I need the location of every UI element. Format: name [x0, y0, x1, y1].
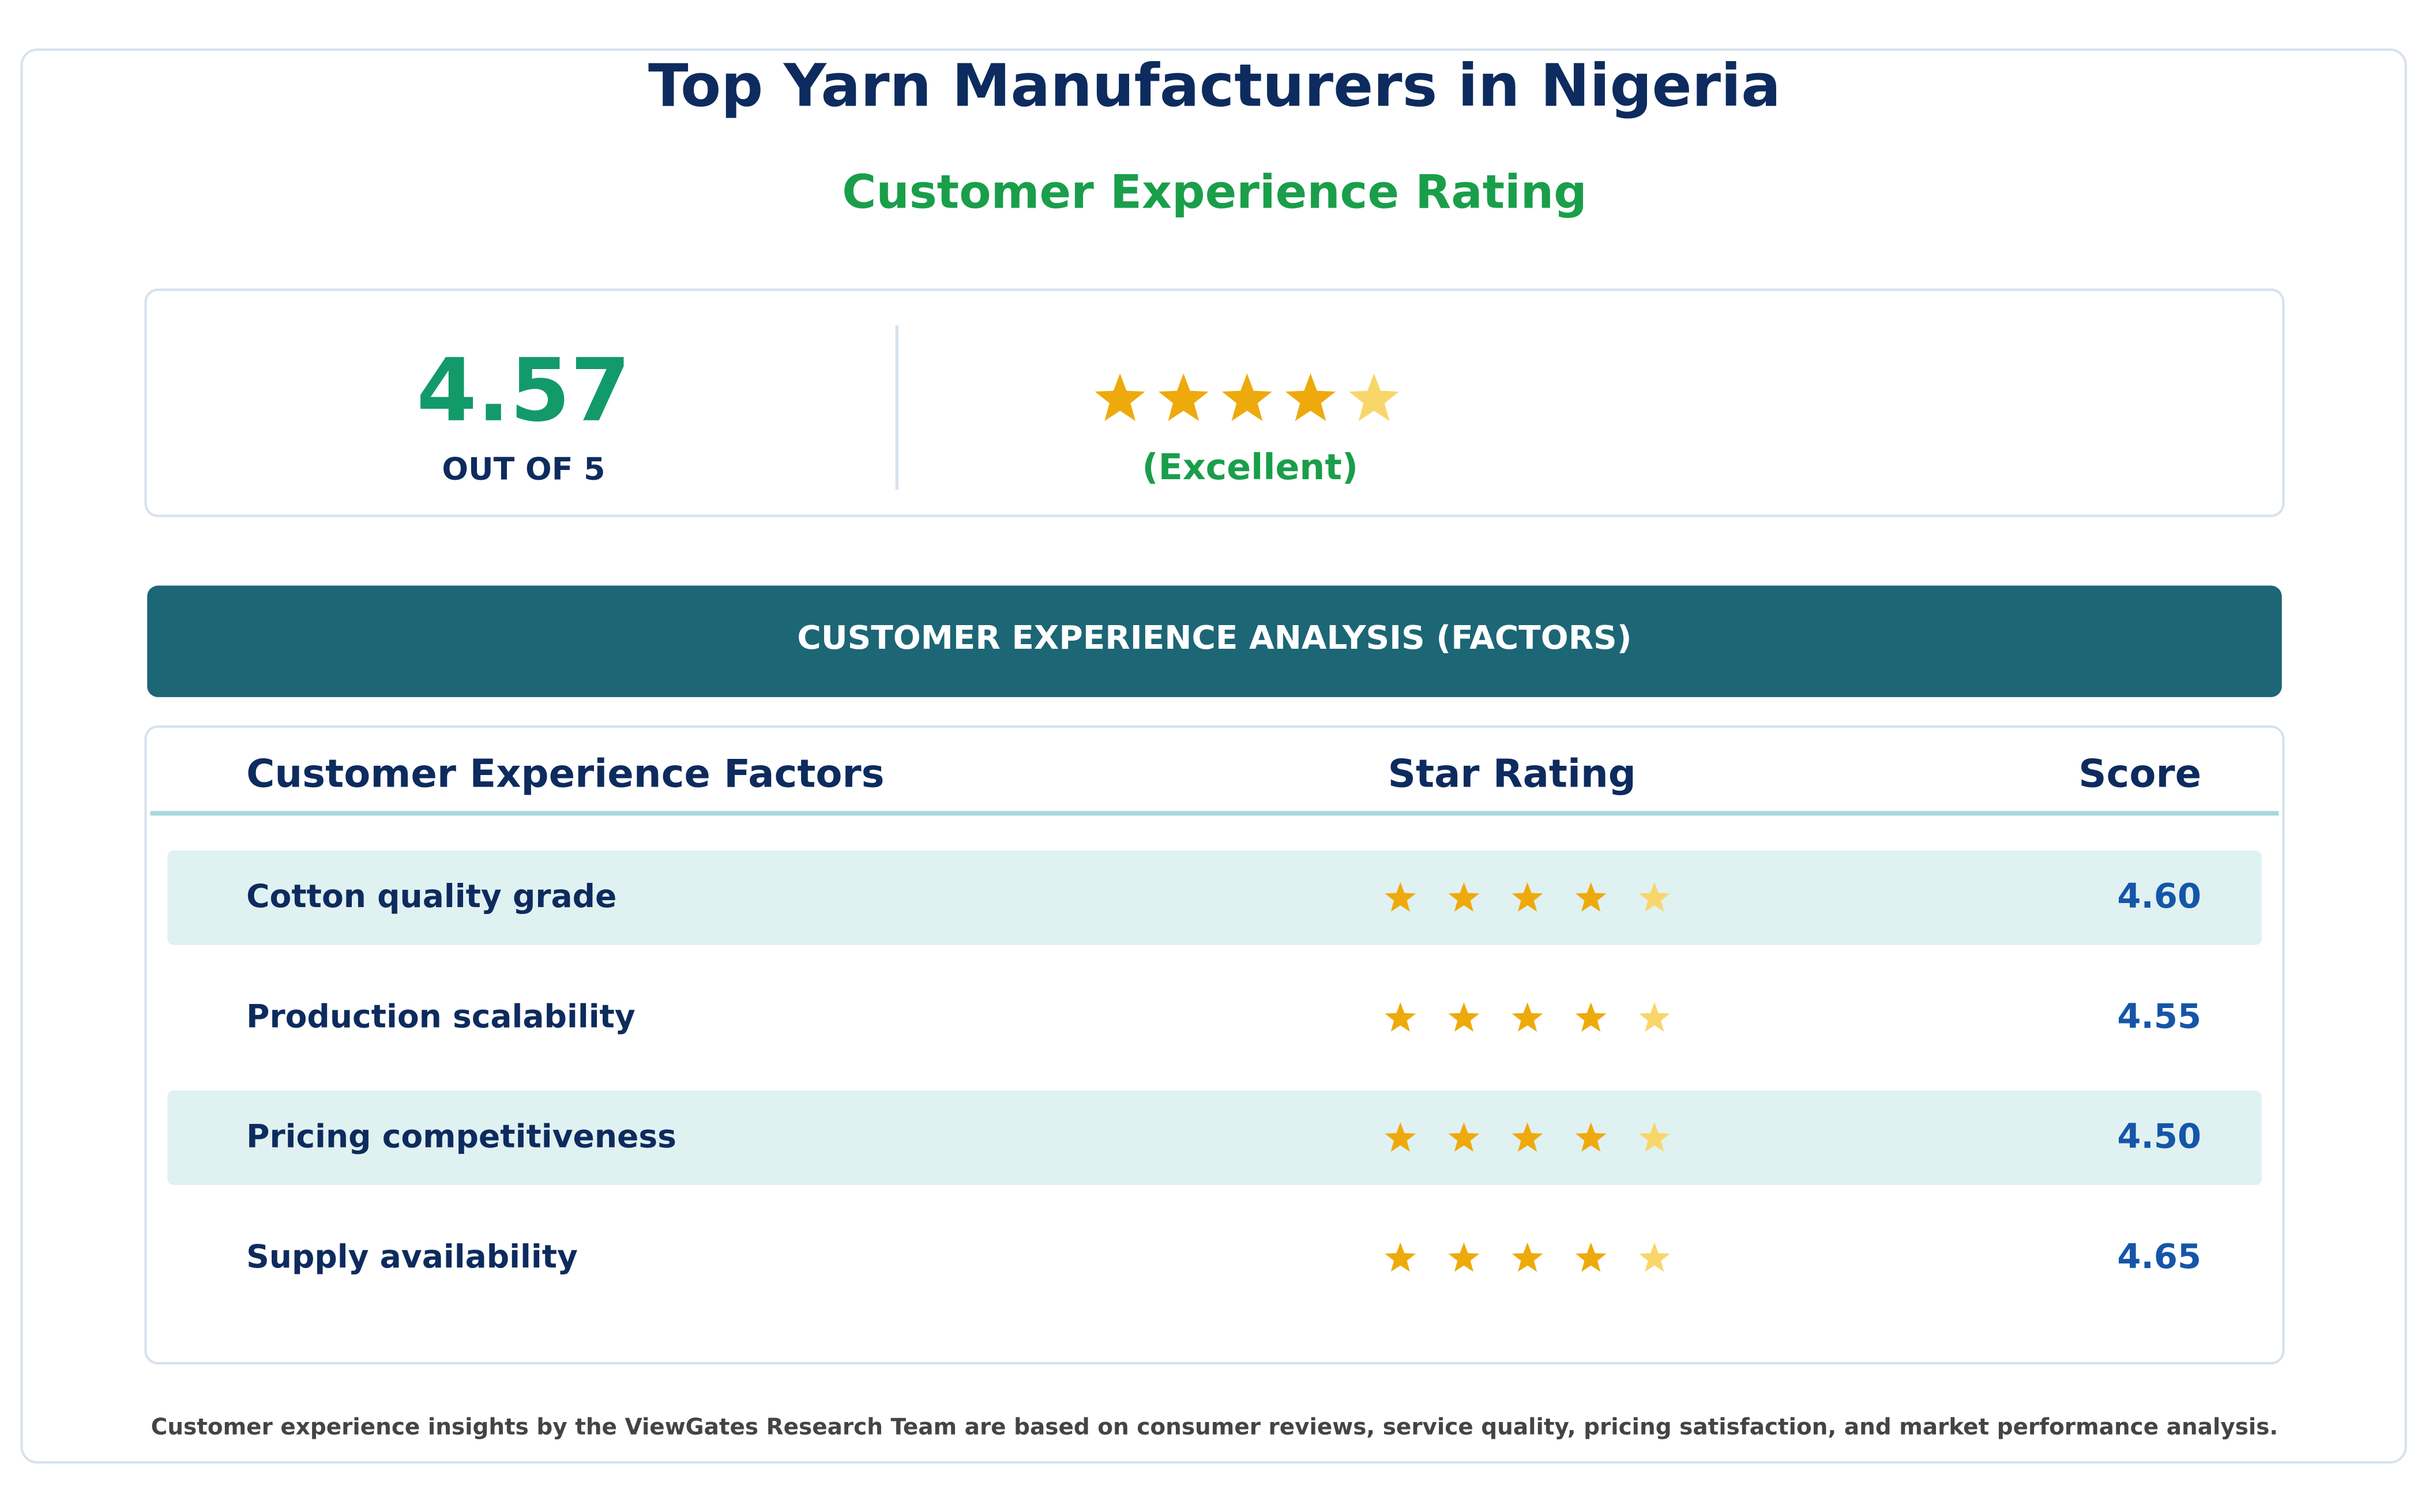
verdict: (Excellent)	[1142, 446, 1358, 488]
table-rows: Cotton quality grade 4.60 Production scala…	[167, 850, 2262, 1276]
section-banner	[147, 585, 2282, 697]
star	[1385, 882, 1416, 912]
overall-score: 4.57	[416, 340, 630, 441]
factor-name: Pricing competitiveness	[246, 1118, 676, 1155]
star	[1639, 1002, 1670, 1032]
star	[1575, 1002, 1607, 1032]
star	[1511, 882, 1543, 912]
star	[1158, 373, 1209, 422]
star	[1511, 1242, 1543, 1272]
star	[1221, 373, 1272, 422]
factor-score: 4.50	[2117, 1116, 2201, 1156]
star	[1448, 1002, 1480, 1032]
star	[1385, 1242, 1416, 1272]
factor-score: 4.65	[2117, 1236, 2201, 1276]
factor-score: 4.55	[2117, 996, 2201, 1036]
factor-name: Supply availability	[246, 1238, 578, 1275]
star	[1575, 1242, 1607, 1272]
factor-score: 4.60	[2117, 876, 2201, 916]
row-stars	[1385, 882, 1670, 912]
star	[1448, 882, 1480, 912]
row-stars	[1385, 1122, 1670, 1152]
column-header: Customer Experience Factors	[246, 751, 885, 796]
star	[1639, 882, 1670, 912]
star	[1575, 1122, 1607, 1152]
footer-note: Customer experience insights by the View…	[151, 1414, 2278, 1440]
star	[1385, 1002, 1416, 1032]
row-stars	[1385, 1242, 1670, 1272]
star	[1639, 1122, 1670, 1152]
star	[1349, 373, 1400, 422]
star	[1448, 1122, 1480, 1152]
factor-name: Production scalability	[246, 998, 636, 1035]
column-header: Score	[2078, 751, 2201, 796]
row-background	[167, 1090, 2262, 1186]
factor-name: Cotton quality grade	[246, 878, 616, 915]
section-title: CUSTOMER EXPERIENCE ANALYSIS (FACTORS)	[797, 619, 1631, 657]
star	[1448, 1242, 1480, 1272]
star	[1575, 882, 1607, 912]
summary-box	[144, 288, 2285, 517]
star	[1285, 373, 1336, 422]
score-caption: OUT OF 5	[442, 450, 605, 487]
summary-stars	[1095, 373, 1400, 422]
star	[1385, 1122, 1416, 1152]
star	[1511, 1002, 1543, 1032]
star	[1511, 1122, 1543, 1152]
subtitle: Customer Experience Rating	[842, 166, 1587, 220]
row-stars	[1385, 1002, 1670, 1032]
star	[1095, 373, 1145, 422]
title: Top Yarn Manufacturers in Nigeria	[648, 52, 1781, 121]
column-header: Star Rating	[1388, 751, 1636, 796]
star	[1639, 1242, 1670, 1272]
row-background	[167, 850, 2262, 945]
